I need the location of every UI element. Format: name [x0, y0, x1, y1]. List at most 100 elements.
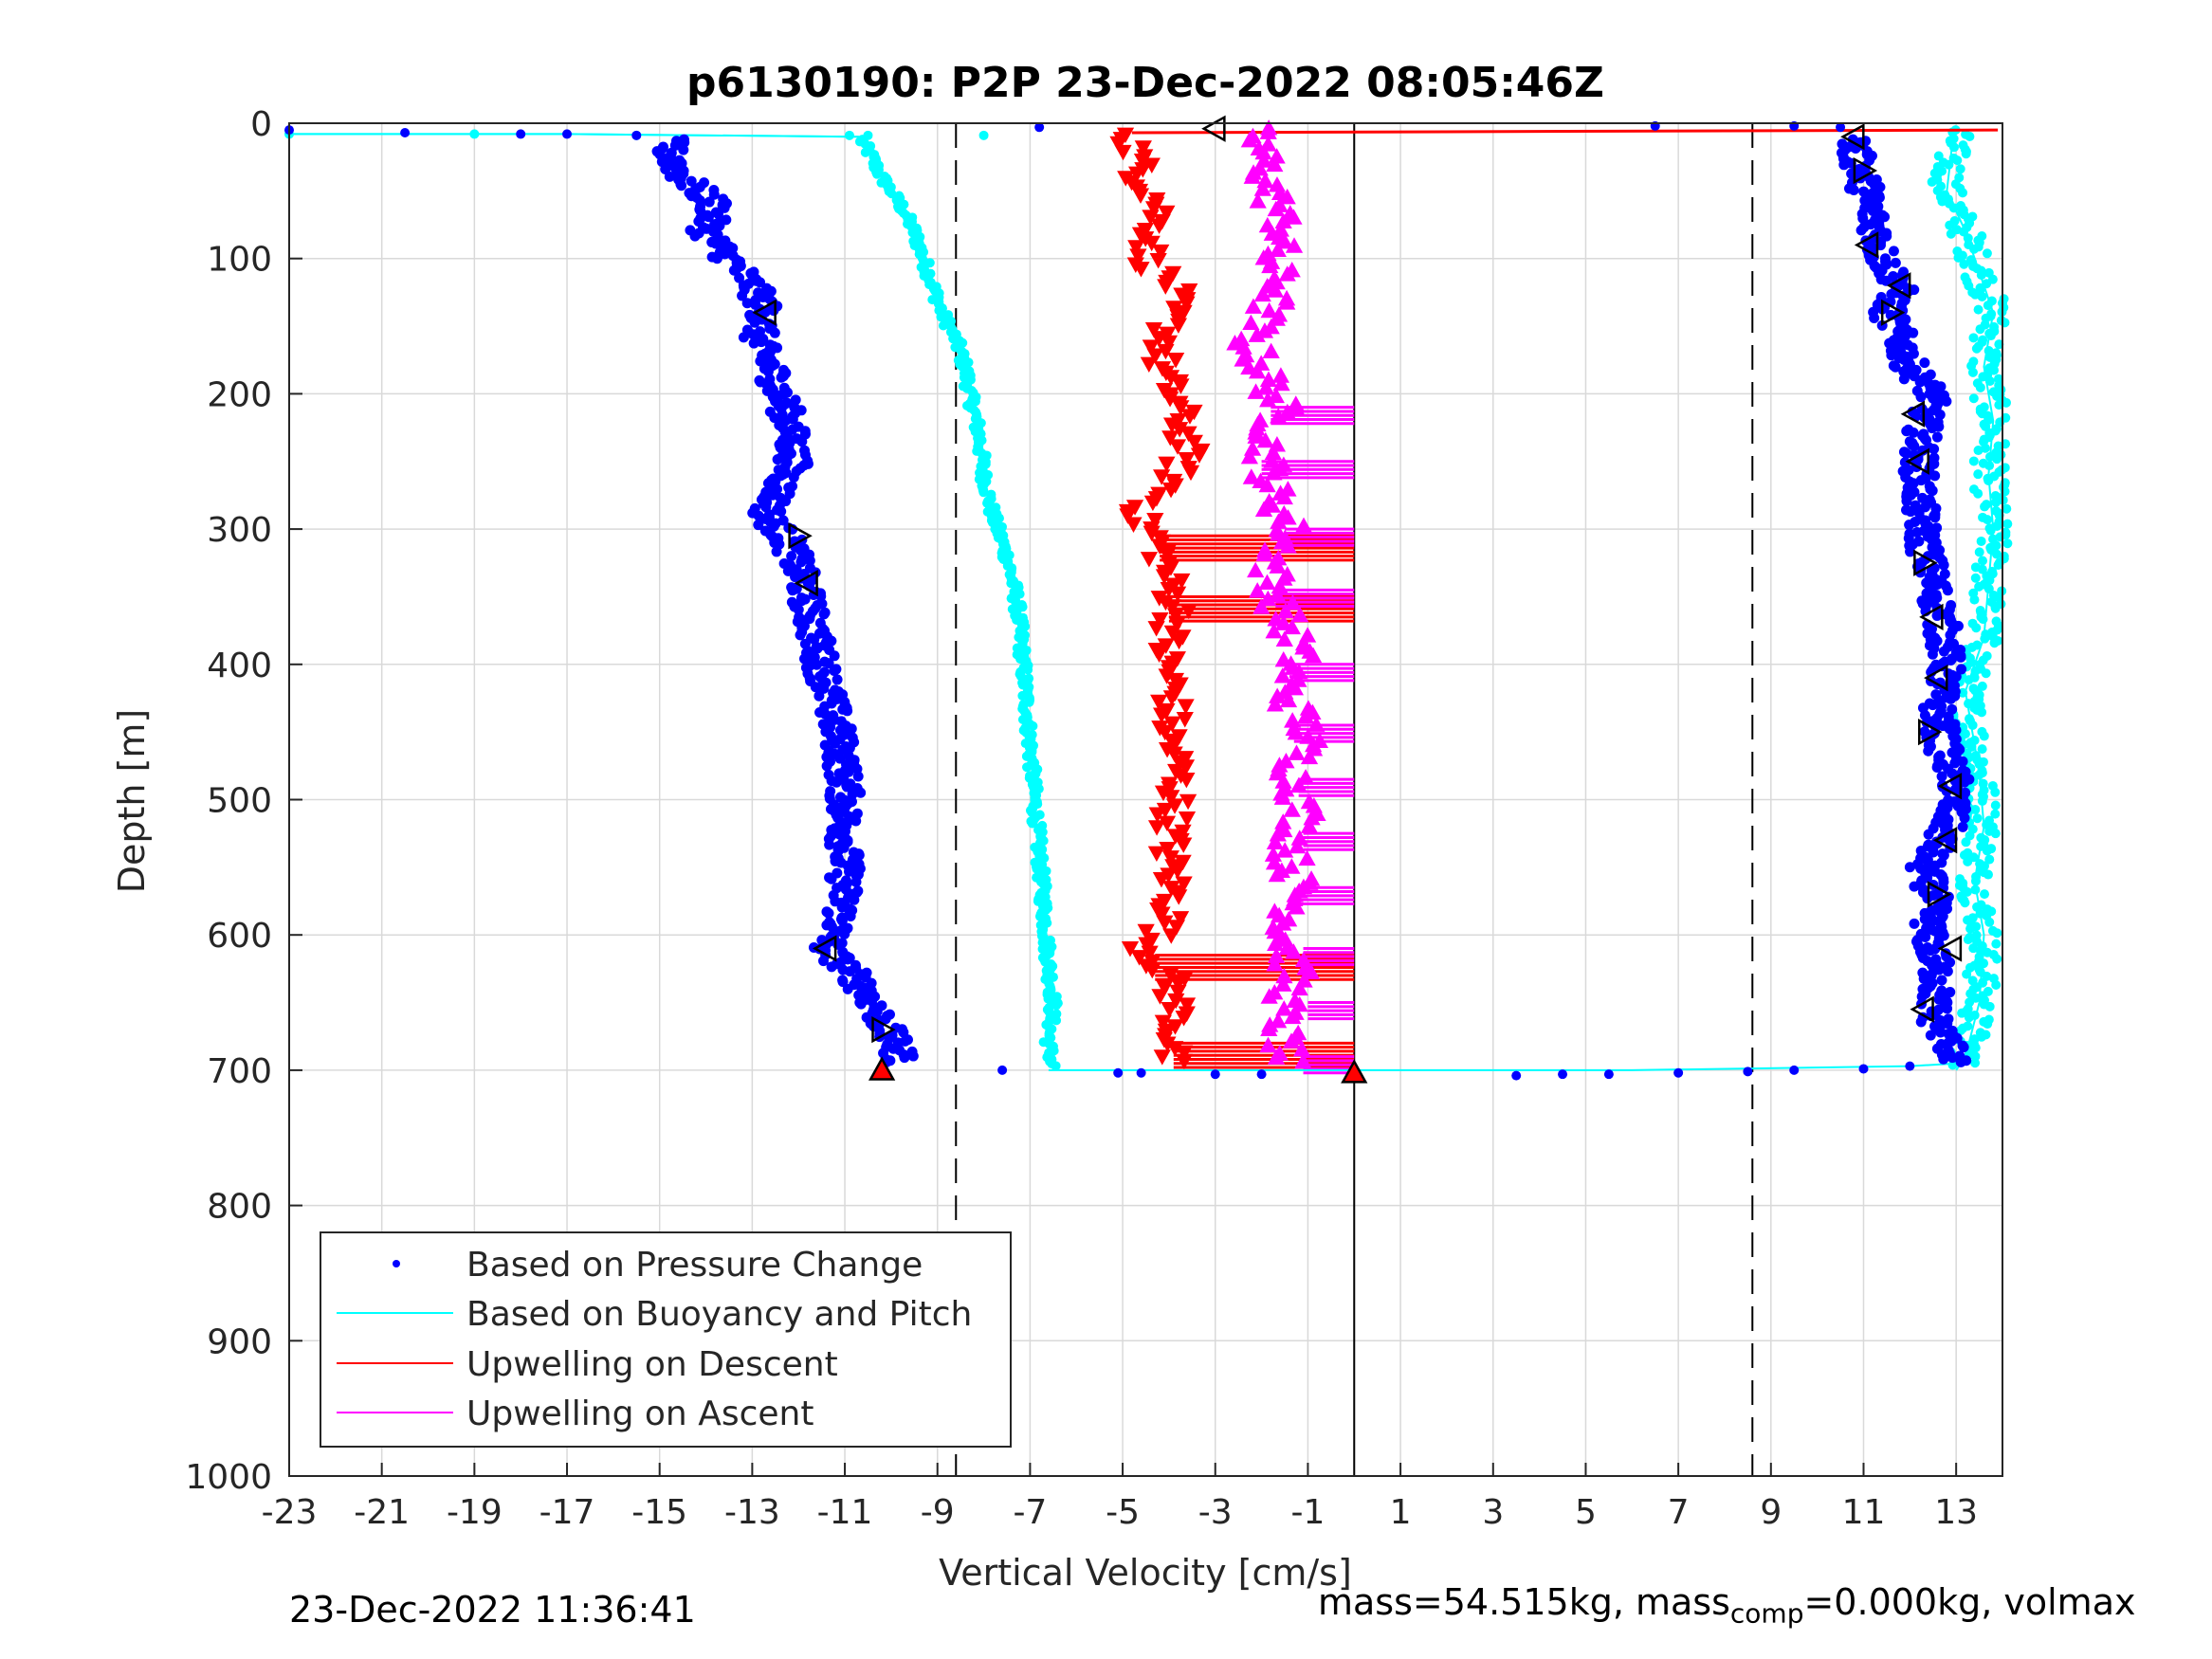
upwelling-descent-point [1168, 616, 1186, 632]
buoyancy-point [1975, 382, 1985, 392]
upwelling-descent-point [1167, 993, 1185, 1010]
pressure-point [817, 956, 829, 967]
pressure-point [719, 248, 730, 260]
upwelling-descent-point [1178, 772, 1196, 789]
open-triangle-marker [1918, 719, 1943, 746]
upwelling-descent-point [1178, 811, 1197, 828]
legend-label-buoyancy: Based on Buoyancy and Pitch [466, 1295, 972, 1334]
pressure-point [1836, 122, 1846, 133]
upwelling-descent-point [1179, 603, 1197, 620]
upwelling-ascent-point [1249, 582, 1267, 598]
pressure-point [1936, 771, 1947, 782]
buoyancy-point [1970, 884, 1981, 895]
open-triangle-marker [1932, 827, 1958, 854]
pressure-point [1673, 1067, 1684, 1078]
upwelling-descent-point [1172, 378, 1190, 394]
buoyancy-point [1961, 149, 1971, 159]
upwelling-ascent-point [1297, 707, 1315, 724]
upwelling-ascent-point [1242, 468, 1260, 484]
buoyancy-point [1960, 898, 1970, 908]
open-triangle-marker [871, 1015, 896, 1044]
x-tick-label: -23 [262, 1493, 318, 1532]
pressure-point [1909, 440, 1920, 451]
buoyancy-point [1972, 813, 1983, 824]
buoyancy-point [1983, 869, 1993, 880]
upwelling-ascent-point [1242, 314, 1260, 331]
open-triangle-marker [1880, 299, 1906, 326]
buoyancy-point [1977, 707, 1987, 718]
pressure-point [795, 629, 806, 641]
upwelling-descent-point [1143, 962, 1161, 979]
upwelling-ascent-point [1278, 294, 1296, 310]
buoyancy-point [1990, 800, 2001, 811]
buoyancy-point [1961, 837, 1971, 848]
x-tick-label: -19 [447, 1493, 503, 1532]
upwelling-ascent-point [1270, 408, 1288, 424]
upwelling-ascent-point [1248, 326, 1266, 342]
x-tick-label: 7 [1668, 1493, 1690, 1532]
upwelling-ascent-point [1234, 351, 1252, 367]
pressure-point [562, 129, 573, 139]
upwelling-ascent-point [1265, 622, 1283, 639]
pressure-point [1920, 931, 1931, 942]
pressure-point [818, 609, 830, 620]
upwelling-ascent-point [1285, 209, 1303, 225]
upwelling-ascent-point [1260, 1020, 1278, 1036]
upwelling-ascent-point [1302, 963, 1321, 980]
pressure-point [855, 998, 867, 1010]
pressure-point [1511, 1070, 1522, 1081]
upwelling-ascent-point [1260, 988, 1278, 1004]
pressure-point [1034, 122, 1045, 133]
pressure-point [1928, 847, 1939, 858]
buoyancy-point [1992, 928, 2002, 939]
pressure-point [850, 815, 862, 827]
plot-frame [288, 122, 2003, 1477]
upwelling-descent-point [1140, 552, 1159, 568]
pressure-point [826, 961, 837, 973]
pressure-point [1905, 546, 1916, 557]
upwelling-descent-point [1150, 694, 1168, 711]
pressure-point [1905, 506, 1916, 518]
pressure-point [1880, 275, 1892, 286]
open-triangle-marker [1900, 400, 1926, 428]
upwelling-descent-point [1167, 353, 1185, 369]
pressure-point [818, 683, 830, 694]
upwelling-descent-point [1171, 911, 1190, 927]
buoyancy-point [1991, 979, 2002, 990]
buoyancy-point [1964, 1012, 1974, 1023]
upwelling-descent-point [1119, 508, 1137, 524]
buoyancy-point [1027, 818, 1037, 829]
pressure-point [837, 976, 849, 988]
pressure-point [831, 776, 842, 788]
y-tick-label: 100 [207, 241, 272, 280]
open-triangle-marker [1840, 123, 1865, 151]
pressure-point [516, 129, 526, 139]
upwelling-descent-point [1141, 945, 1159, 962]
buoyancy-point [2001, 397, 2011, 408]
buoyancy-point [1958, 188, 1968, 198]
buoyancy-point [1948, 142, 1959, 153]
buoyancy-point [1979, 731, 1989, 741]
pressure-point [1944, 834, 1955, 846]
pressure-point [749, 317, 760, 328]
upwelling-ascent-point [1267, 387, 1285, 404]
upwelling-ascent-point [1288, 399, 1306, 415]
buoyancy-point [1968, 333, 1979, 343]
pressure-point [771, 546, 782, 557]
upwelling-ascent-point [1243, 168, 1261, 184]
upwelling-descent-point [1134, 140, 1152, 156]
upwelling-descent-point [1154, 1014, 1172, 1031]
pressure-point [829, 665, 840, 677]
upwelling-descent-point [1161, 1001, 1179, 1018]
buoyancy-point [1023, 665, 1033, 675]
y-tick-label: 500 [207, 782, 272, 821]
upwelling-descent-point [1137, 923, 1155, 940]
pressure-point [738, 332, 749, 343]
upwelling-descent-point [1175, 1053, 1194, 1070]
upwelling-descent-point [1131, 188, 1150, 204]
upwelling-ascent-point [1275, 233, 1294, 249]
open-triangle-marker [1927, 881, 1952, 908]
pressure-point [829, 650, 840, 662]
upwelling-ascent-point [1279, 538, 1297, 554]
upwelling-descent-point [1152, 871, 1171, 888]
